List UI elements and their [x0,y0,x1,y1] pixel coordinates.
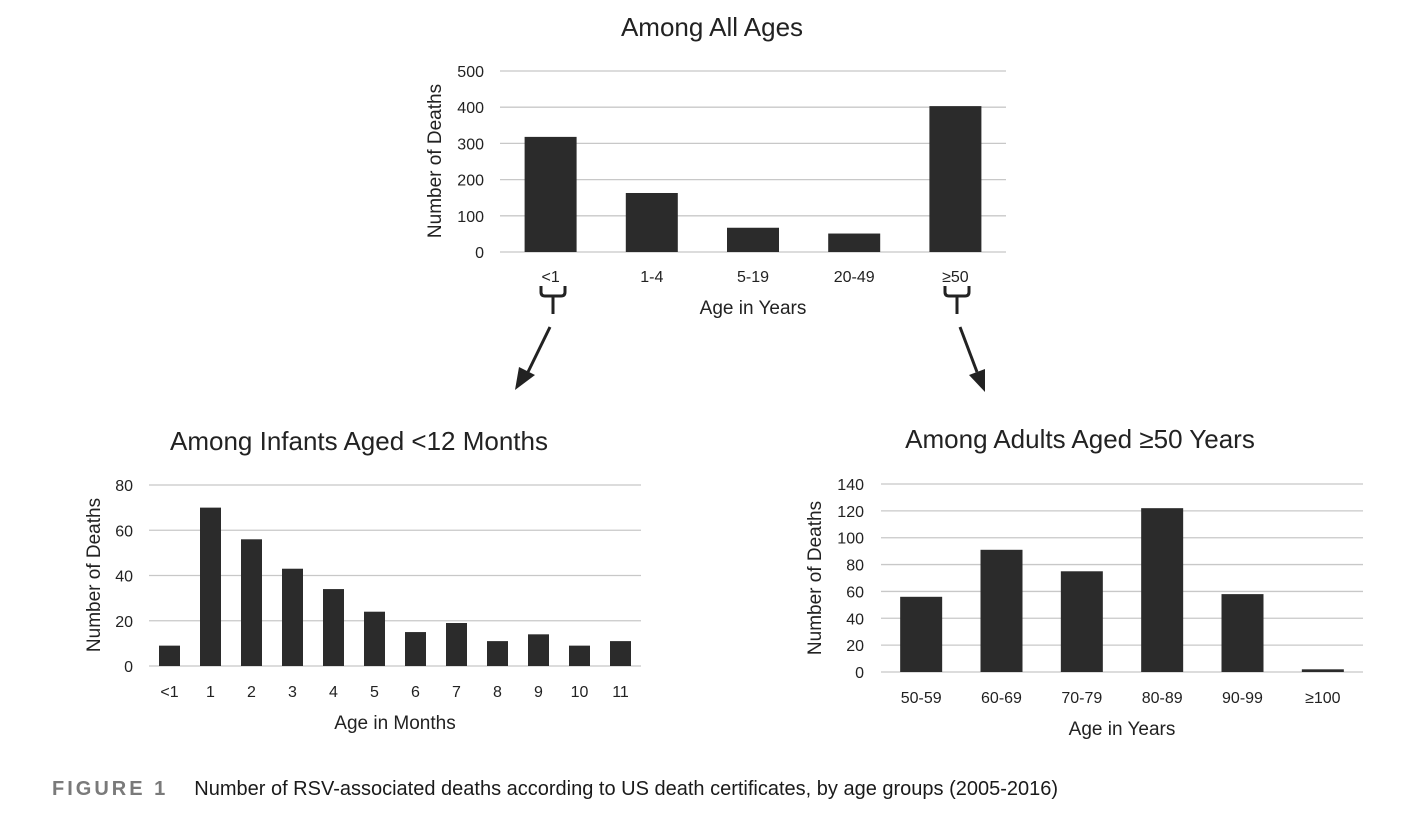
y-tick-label: 20 [115,614,133,631]
bar [929,106,982,252]
bar [1301,669,1344,672]
chart-title: Among Infants Aged <12 Months [170,426,548,456]
x-tick-label: 6 [411,684,420,701]
y-tick-label: 100 [837,531,864,548]
y-tick-label: 0 [124,659,133,676]
arrow-right-icon [969,369,985,392]
y-tick-label: 80 [846,558,864,575]
y-tick-label: 0 [855,665,864,682]
y-tick-label: 60 [115,523,133,540]
x-tick-label: ≥50 [942,269,969,286]
y-tick-label: 40 [115,569,133,586]
y-tick-label: 300 [457,136,484,153]
y-tick-label: 500 [457,64,484,81]
y-tick-label: 40 [846,611,864,628]
x-tick-label: 5 [370,684,379,701]
bar [828,233,881,252]
x-axis-title: Age in Months [334,713,455,734]
x-tick-label: 3 [288,684,297,701]
bar [446,623,467,666]
x-tick-label: 80-89 [1142,690,1183,707]
x-tick-label: 2 [247,684,256,701]
figure-caption: FIGURE 1 Number of RSV-associated deaths … [52,778,1058,801]
y-tick-label: 140 [837,477,864,494]
chart-title: Among All Ages [621,12,803,42]
y-tick-label: 80 [115,478,133,495]
x-tick-label: 10 [571,684,589,701]
connector-right [943,286,985,392]
y-axis-title: Number of Deaths [84,498,105,652]
x-axis-title: Age in Years [1069,719,1176,740]
bar [323,589,344,666]
arrow-shaft-right [958,326,979,373]
y-tick-label: 60 [846,584,864,601]
x-tick-label: ≥100 [1305,690,1341,707]
caption-label: FIGURE 1 [52,778,169,800]
arrow-shaft-left [526,326,552,373]
x-tick-label: 50-59 [901,690,942,707]
x-tick-label: 1 [206,684,215,701]
bar [528,634,549,666]
x-tick-label: 20-49 [834,269,875,286]
bar [405,632,426,666]
bar [610,641,631,666]
x-axis-title: Age in Years [700,298,807,319]
x-tick-label: <1 [160,684,178,701]
y-tick-label: 20 [846,638,864,655]
bar [1221,594,1264,672]
y-axis-title: Number of Deaths [805,501,826,655]
y-tick-label: 200 [457,173,484,190]
bar [524,136,577,252]
bar [980,549,1023,672]
bar [625,192,678,252]
chart-title: Among Adults Aged ≥50 Years [905,424,1255,454]
bar [159,645,180,666]
bar [200,507,221,666]
bar [569,645,590,666]
connector-left [515,286,567,390]
x-tick-label: 4 [329,684,338,701]
x-tick-label: 90-99 [1222,690,1263,707]
y-tick-label: 120 [837,504,864,521]
x-tick-label: 9 [534,684,543,701]
x-tick-label: 60-69 [981,690,1022,707]
x-tick-label: 5-19 [737,269,769,286]
bracket-left-icon [539,286,567,314]
x-tick-label: 8 [493,684,502,701]
x-tick-label: 7 [452,684,461,701]
caption-text: Number of RSV-associated deaths accordin… [194,778,1059,800]
arrow-left-icon [515,367,535,390]
x-tick-label: 1-4 [640,269,663,286]
y-tick-label: 0 [475,245,484,262]
bar [364,611,385,666]
x-tick-label: 11 [612,684,629,701]
bar [1060,571,1103,672]
bar [487,641,508,666]
bar [900,596,943,672]
x-tick-label: <1 [541,269,559,286]
bar [241,539,262,666]
y-tick-label: 100 [457,209,484,226]
y-axis-title: Number of Deaths [425,84,446,238]
bar [1141,508,1184,672]
bar [282,568,303,666]
x-tick-label: 70-79 [1061,690,1102,707]
bar [727,227,779,252]
y-tick-label: 400 [457,100,484,117]
chart-all-ages: Among All Ages 0 100 200 300 400 500 <1 1-4 5-19 2… [425,12,1006,319]
chart-infants: Among Infants Aged <12 Months 0 20 40 60 80 <1… [84,426,641,734]
chart-adults: Among Adults Aged ≥50 Years 0 20 40 60 80 100 1… [805,424,1363,740]
bracket-right-icon [943,286,971,314]
